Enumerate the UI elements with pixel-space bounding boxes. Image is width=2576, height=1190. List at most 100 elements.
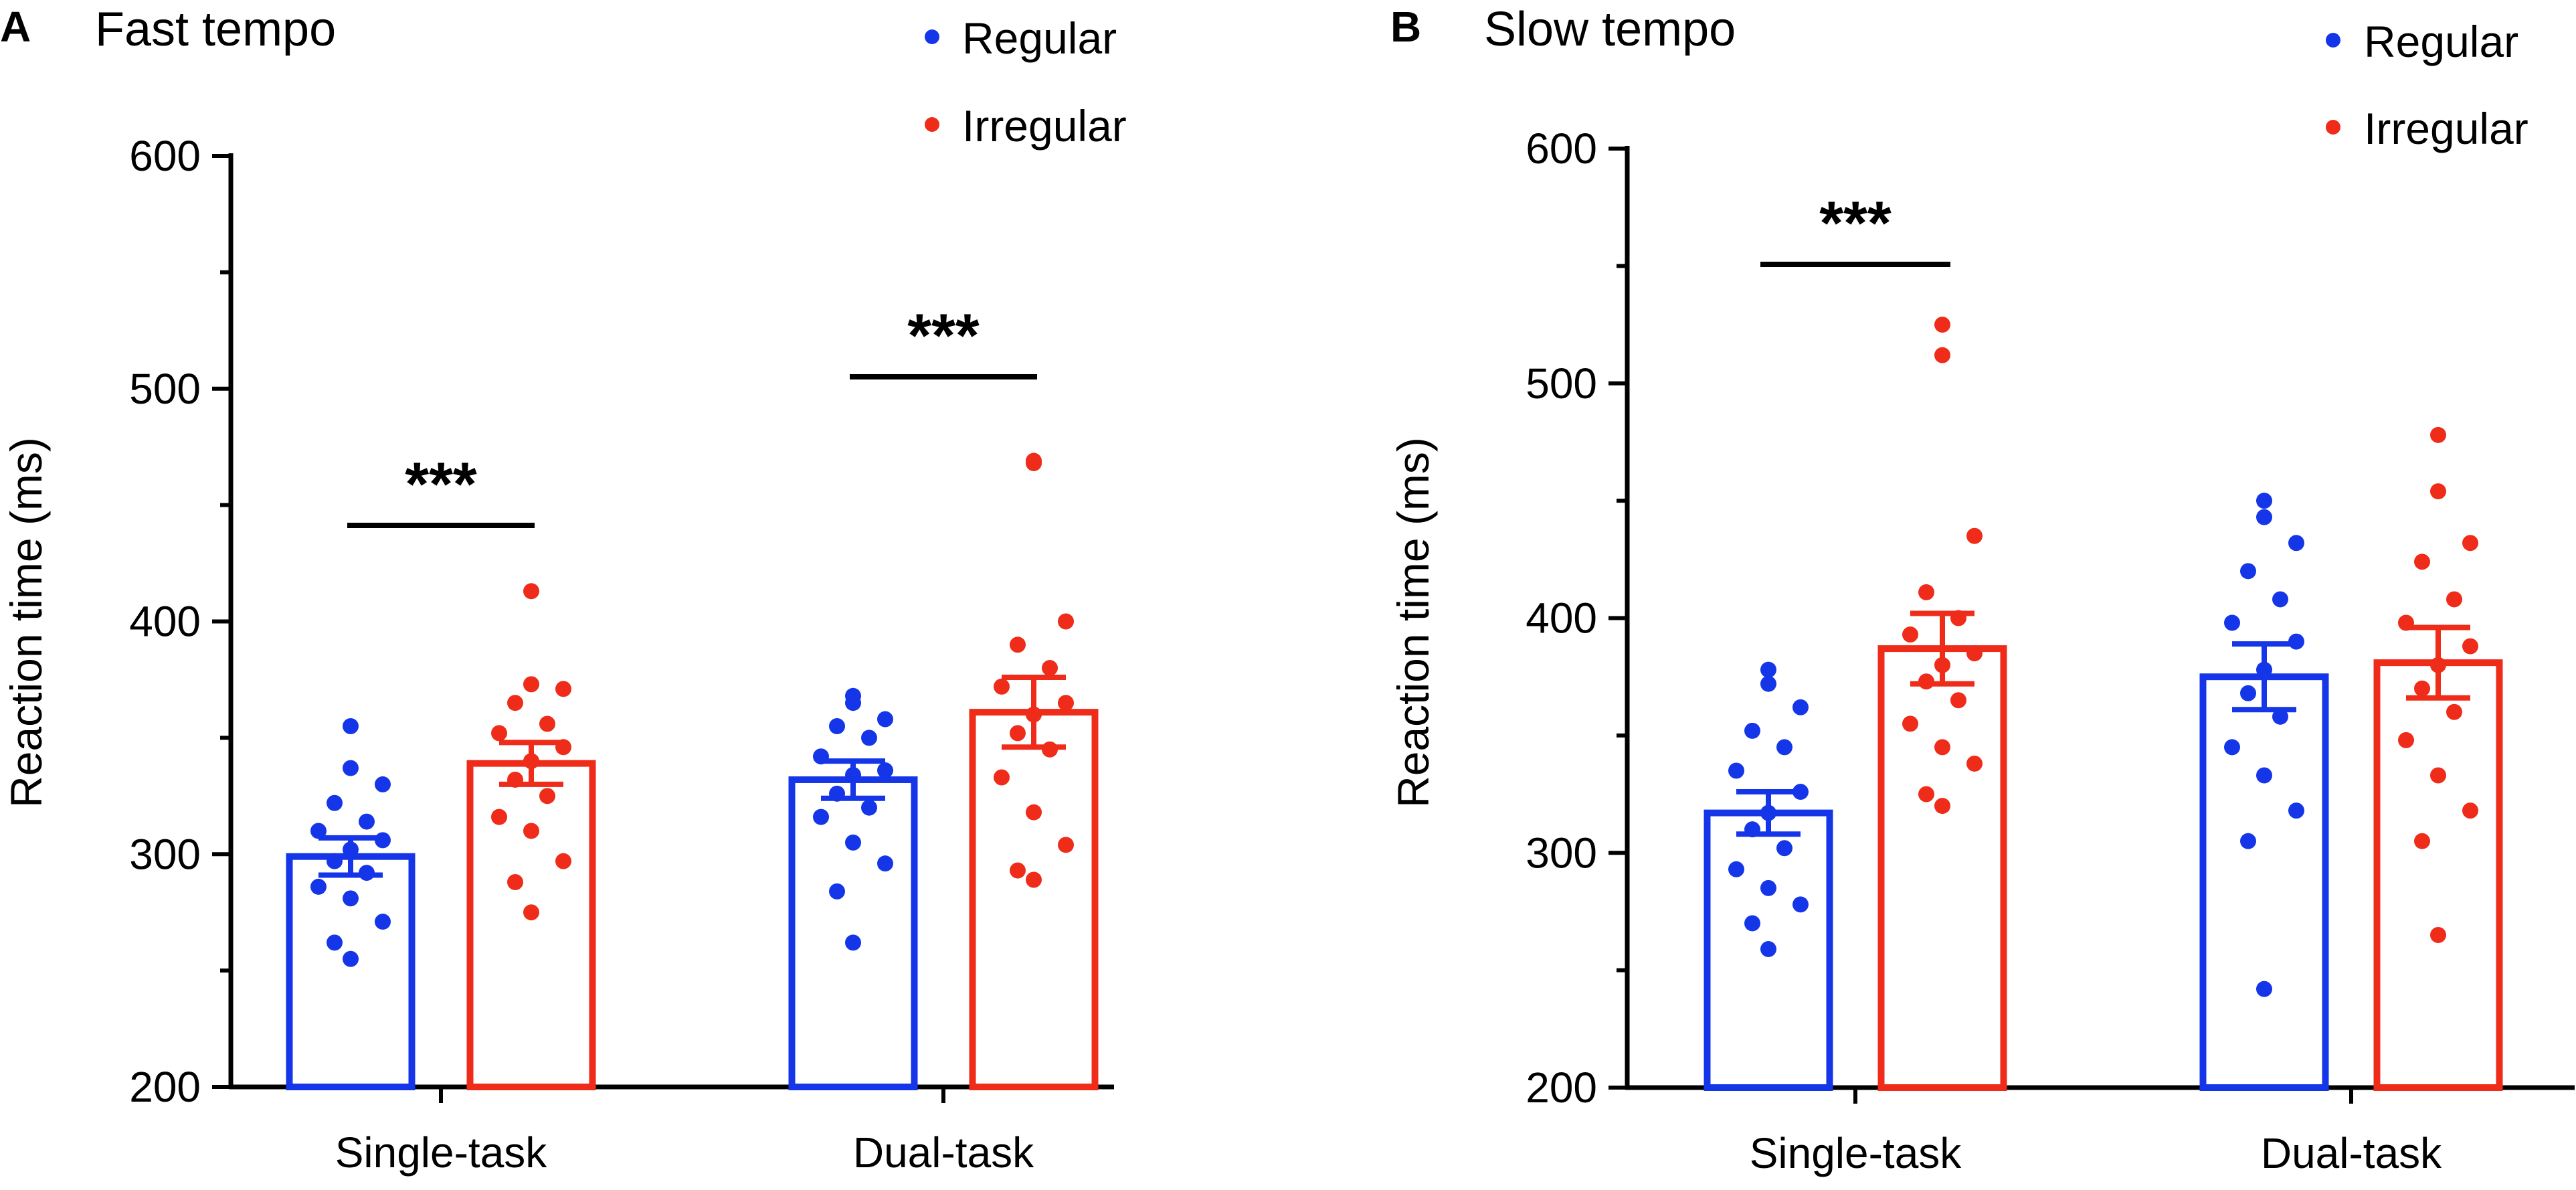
panel-b-bar-irregular-dual-task-point	[2398, 732, 2414, 748]
panel-b-bar-irregular-dual-task-point	[2446, 703, 2462, 720]
panel-a-bar-irregular-dual-task-point	[994, 678, 1010, 695]
panel-b-bar-regular-single-task-point	[1792, 699, 1809, 715]
panel-b-bar-irregular-dual-task-point	[2430, 483, 2446, 500]
panel-a-legend-regular: Regular	[962, 13, 1117, 63]
panel-a-bar-regular-single-task-point	[375, 914, 391, 930]
panel-b-bar-irregular-single-task-point	[1918, 786, 1934, 802]
panel-b-y-tick-label: 600	[1526, 124, 1597, 173]
panel-a-x-tick-label-dual-task: Dual-task	[853, 1128, 1034, 1177]
panel-a-letter: A	[0, 3, 31, 51]
panel-b-bar-irregular-single-task-point	[1918, 584, 1934, 600]
panel-b-bar-irregular-dual-task-point	[2414, 680, 2430, 697]
panel-a-bar-irregular-dual-task-point	[1026, 455, 1042, 472]
panel-a-legend-irregular: Irregular	[962, 101, 1127, 151]
panel-a-bar-irregular-single-task-point	[507, 695, 523, 711]
panel-a-bar-regular-dual-task	[788, 776, 918, 1090]
panel-a-bar-irregular-dual-task-point	[1010, 636, 1026, 653]
panel-a-plot: 200 300 400 500 600 Single-task Dual-task *** **…	[129, 132, 1114, 1177]
panel-b-bar-irregular-single-task-point	[1950, 692, 1966, 709]
panel-b-bar-irregular-dual-task-point	[2414, 554, 2430, 570]
panel-a-bar-regular-single-task-point	[310, 823, 327, 839]
panel-a-bar-irregular-single-task-point	[507, 771, 523, 788]
panel-a-bar-irregular-single-task-point	[523, 583, 539, 600]
panel-b-bar-regular-dual-task-point	[2224, 614, 2240, 631]
panel-b-title: Slow tempo	[1484, 3, 1736, 56]
panel-b-bar-irregular-single-task-point	[1902, 715, 1918, 732]
panel-a-bar-irregular-dual-task-point	[1042, 741, 1058, 758]
panel-b-bar-regular-dual-task-point	[2256, 981, 2272, 997]
panel-a-y-tick-label: 600	[129, 132, 201, 180]
panel-b-bar-regular-dual-task-point	[2256, 661, 2272, 678]
panel-b-bar-regular-single-task-point	[1728, 861, 1744, 877]
panel-a-bar-regular-single-task-point	[375, 832, 391, 849]
panel-a-bar-irregular-single-task-point	[507, 873, 523, 890]
panel-b-bar-regular-dual-task-point	[2272, 591, 2288, 608]
panel-a-bar-irregular-dual-task-point	[994, 769, 1010, 786]
panel-a-legend-regular-marker	[925, 29, 939, 44]
panel-b-bar-irregular-single-task-point	[1918, 673, 1934, 690]
panel-a-y-tick-label: 300	[129, 830, 201, 878]
panel-b-significance-label-single-task: ***	[1819, 189, 1892, 258]
panel-a-y-tick-label: 200	[129, 1063, 201, 1111]
panel-a-bar-regular-dual-task-point	[861, 799, 877, 816]
panel-b-bar-regular-dual-task	[2199, 673, 2329, 1091]
panel-a-bar-regular-dual-task-point	[861, 730, 877, 746]
panel-b-bar-regular-dual-task-point	[2240, 685, 2256, 701]
panel-a-bar-irregular-single-task-point	[539, 788, 555, 804]
panel-b-bar-regular-dual-task-point	[2224, 739, 2240, 756]
panel-b-letter: B	[1390, 3, 1421, 51]
panel-a-title: Fast tempo	[95, 3, 336, 56]
panel-b-bar-irregular-single-task-point	[1934, 798, 1950, 815]
panel-a-x-tick-label-single-task: Single-task	[335, 1128, 548, 1177]
panel-a-bar-irregular-single-task-point	[523, 676, 539, 693]
panel-a-bar-regular-single-task-point	[375, 776, 391, 792]
panel-b-bar-regular-single-task-point	[1744, 821, 1760, 838]
panel-a-bar-irregular-dual-task	[969, 709, 1099, 1091]
panel-b-bar-regular-dual-task-point	[2288, 535, 2304, 551]
panel-b-bar-regular-single-task-point	[1760, 675, 1776, 692]
panel-b-bar-regular-dual-task-point	[2256, 509, 2272, 525]
panel-a-bar-irregular-dual-task-point	[1058, 613, 1074, 630]
panel-a-bar-regular-single-task-point	[343, 950, 359, 967]
panel-b-bar-irregular-dual-task-point	[2414, 833, 2430, 849]
panel-b-bar-irregular-dual-task-point	[2430, 657, 2446, 673]
panel-b-bar-irregular-single-task-point	[1934, 317, 1950, 333]
panel-b-bar-irregular-single-task-point	[1934, 739, 1950, 756]
panel-b-x-tick-label-dual-task: Dual-task	[2261, 1129, 2442, 1177]
panel-b-bar-irregular-dual-task-point	[2398, 614, 2414, 631]
panel-b-bar-regular-single-task-point	[1744, 722, 1760, 739]
panel-b-plot: 200 300 400 500 600 Single-task Dual-task ***	[1526, 124, 2575, 1177]
panel-a-bar-irregular-dual-task-point	[1042, 660, 1058, 677]
panel-b-bar-irregular-dual-task-point	[2430, 767, 2446, 784]
panel-b-legend-irregular-marker	[2326, 120, 2340, 135]
panel-b-bar-regular-dual-task-point	[2256, 767, 2272, 784]
panel-a-legend-irregular-marker	[925, 117, 939, 132]
panel-b-bar-irregular-single-task-point	[1934, 347, 1950, 363]
panel-a-y-tick-label: 400	[129, 598, 201, 646]
panel-b-bar-regular-dual-task-point	[2272, 708, 2288, 725]
panel-a-bar-regular-dual-task-point	[813, 809, 829, 825]
panel-a-bar-irregular-dual-task-point	[1026, 706, 1042, 723]
panel-b-bar-regular-single-task-point	[1776, 739, 1792, 756]
panel-a-bar-irregular-dual-task-point	[1010, 725, 1026, 742]
panel-b-x-tick-label-single-task: Single-task	[1750, 1129, 1962, 1177]
panel-a-bar-irregular-single-task-point	[491, 725, 507, 742]
panel-a-bar-irregular-single-task-point	[491, 809, 507, 825]
panel-a-y-tick-label: 500	[129, 365, 201, 413]
panel-a-bar-regular-dual-task-point	[877, 762, 893, 779]
panel-b-bar-regular-single-task-point	[1760, 661, 1776, 678]
panel-a-bar-irregular-dual-task-point	[1026, 804, 1042, 821]
panel-a-bar-regular-dual-task-point	[845, 695, 861, 711]
panel-b-bar-regular-single-task-point	[1728, 762, 1744, 779]
panel-b-y-tick-label: 300	[1526, 829, 1597, 877]
panel-b-bar-regular-single-task-point	[1760, 879, 1776, 896]
panel-b-legend-regular: Regular	[2364, 17, 2518, 66]
panel-a-bar-irregular-dual-task-point	[1058, 695, 1074, 711]
panel-a-bar-regular-single-task-point	[327, 934, 343, 951]
panel-b-bar-irregular-single-task-point	[1950, 610, 1966, 626]
panel-b-y-axis-label: Reaction time (ms)	[1388, 437, 1438, 808]
panel-b-bar-regular-dual-task-point	[2288, 802, 2304, 819]
panel-b-bar-irregular-dual-task-point	[2446, 591, 2462, 608]
panel-b-bar-regular-dual-task-point	[2240, 833, 2256, 849]
